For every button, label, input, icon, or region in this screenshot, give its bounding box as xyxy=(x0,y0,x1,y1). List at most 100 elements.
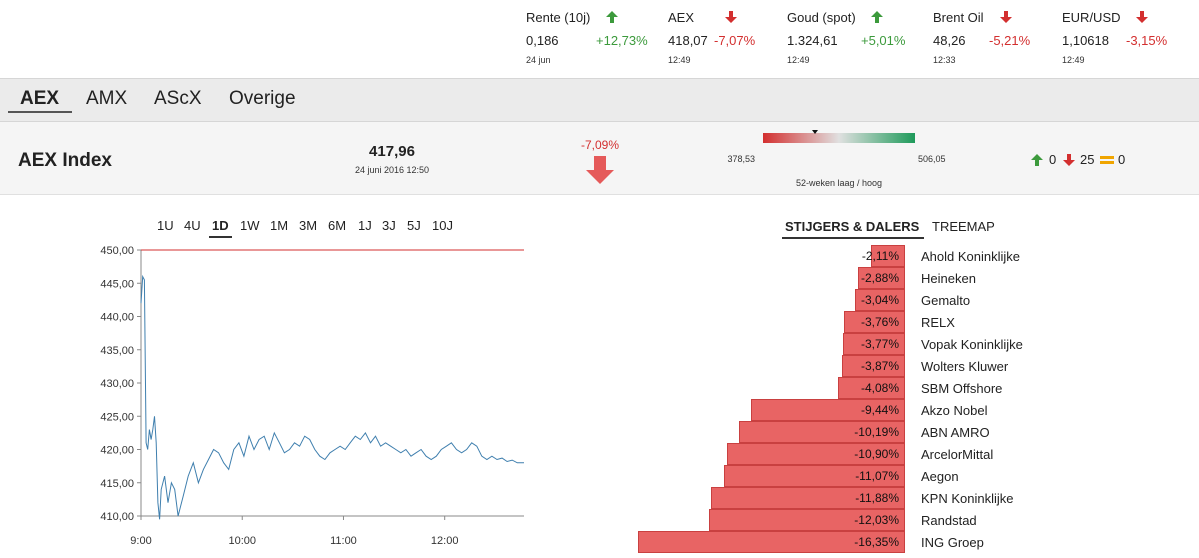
x-tick-label: 11:00 xyxy=(330,535,357,547)
mover-bar xyxy=(638,531,905,553)
ticker-value: 48,26 xyxy=(933,33,966,48)
range-high: 506,05 xyxy=(918,154,946,164)
tab-ascx[interactable]: AScX xyxy=(154,88,202,109)
up-arrow-icon xyxy=(871,11,883,23)
mover-pct: -16,35% xyxy=(854,535,899,549)
unchanged-count: 0 xyxy=(1118,152,1126,167)
ticker-time: 12:49 xyxy=(668,55,691,65)
index-tabs: AEX AMX AScX Overige xyxy=(0,78,1199,122)
y-tick-label: 425,00 xyxy=(100,411,134,423)
ticker-name: EUR/USD xyxy=(1062,10,1121,25)
y-tick-label: 420,00 xyxy=(100,445,134,457)
mover-bar xyxy=(750,399,905,421)
ticker-value: 418,07 xyxy=(668,33,708,48)
up-count: 0 xyxy=(1049,152,1057,167)
ticker-change: +5,01% xyxy=(861,33,906,48)
mover-name[interactable]: ABN AMRO xyxy=(921,425,990,440)
mover-name[interactable]: Akzo Nobel xyxy=(921,403,988,418)
ticker-value: 1,10618 xyxy=(1062,33,1109,48)
range-label: 52-weken laag / hoog xyxy=(795,178,883,188)
down-arrow-icon xyxy=(1000,11,1012,23)
x-tick-label: 10:00 xyxy=(228,535,256,547)
index-value: 417,96 xyxy=(369,143,415,160)
ticker-name: Brent Oil xyxy=(933,10,984,25)
mover-pct: -2,11% xyxy=(861,249,899,263)
ticker-change: -5,21% xyxy=(989,33,1031,48)
mover-bar xyxy=(727,443,905,465)
ticker-name: Goud (spot) xyxy=(787,10,856,25)
mover-name[interactable]: ArcelorMittal xyxy=(921,447,994,462)
mover-name[interactable]: KPN Koninklijke xyxy=(921,491,1014,506)
mover-name[interactable]: SBM Offshore xyxy=(921,381,1003,396)
mover-name[interactable]: RELX xyxy=(921,315,955,330)
period-1w[interactable]: 1W xyxy=(240,218,260,233)
period-3m[interactable]: 3M xyxy=(299,218,318,233)
mover-pct: -3,77% xyxy=(860,337,899,351)
unchanged-icon xyxy=(1100,156,1114,164)
active-period-indicator xyxy=(209,236,232,238)
ticker-value: 0,186 xyxy=(526,33,559,48)
mover-bar xyxy=(708,509,905,531)
mover-bar xyxy=(841,355,905,377)
mover-pct: -11,07% xyxy=(855,469,899,483)
period-1u[interactable]: 1U xyxy=(157,218,174,233)
down-arrow-icon xyxy=(1136,11,1148,23)
mover-bar xyxy=(843,333,905,355)
down-count: 25 xyxy=(1080,152,1095,167)
mover-name[interactable]: Vopak Koninklijke xyxy=(921,337,1023,352)
down-arrow-icon xyxy=(725,11,737,23)
down-arrow-icon xyxy=(586,156,614,184)
index-summary: AEX Index 417,96 24 juni 2016 12:50 -7,0… xyxy=(0,122,1199,195)
52-week-range-bar xyxy=(763,133,915,143)
series-line xyxy=(140,274,524,520)
mover-pct: -11,88% xyxy=(855,491,899,505)
mover-pct: -4,08% xyxy=(860,381,899,395)
period-10j[interactable]: 10J xyxy=(432,218,453,233)
period-1j[interactable]: 1J xyxy=(358,218,372,233)
market-ticker: Rente (10j) 0,186 +12,73% 24 jun AEX 418… xyxy=(0,0,1199,78)
ticker-time: 12:49 xyxy=(1062,55,1085,65)
tab-stijgers-dalers[interactable]: STIJGERS & DALERS xyxy=(785,219,920,234)
index-date: 24 juni 2016 12:50 xyxy=(354,165,430,175)
y-tick-label: 445,00 xyxy=(100,278,134,290)
tab-treemap[interactable]: TREEMAP xyxy=(932,219,995,234)
mover-bar xyxy=(843,311,905,333)
mover-name[interactable]: Aegon xyxy=(921,469,959,484)
period-6m[interactable]: 6M xyxy=(328,218,347,233)
mover-name[interactable]: Gemalto xyxy=(921,293,971,308)
mover-pct: -3,04% xyxy=(860,293,899,307)
period-5j[interactable]: 5J xyxy=(407,218,421,233)
ticker-time: 12:49 xyxy=(787,55,810,65)
ticker-change: -7,07% xyxy=(714,33,756,48)
period-1m[interactable]: 1M xyxy=(270,218,289,233)
mover-name[interactable]: Ahold Koninklijke xyxy=(921,249,1021,264)
mover-bar xyxy=(870,245,905,267)
mover-pct: -2,88% xyxy=(860,271,899,285)
mover-pct: -9,44% xyxy=(860,403,899,417)
x-tick-label: 9:00 xyxy=(130,535,151,547)
mover-bar xyxy=(857,267,905,289)
y-tick-label: 450,00 xyxy=(100,245,134,257)
tab-overige[interactable]: Overige xyxy=(229,88,296,109)
tab-amx[interactable]: AMX xyxy=(86,88,128,109)
y-tick-label: 440,00 xyxy=(100,312,134,324)
mover-pct: -10,19% xyxy=(854,425,899,439)
mover-name[interactable]: Heineken xyxy=(921,271,976,286)
down-arrow-icon xyxy=(1063,154,1075,166)
index-title: AEX Index xyxy=(18,150,112,171)
mover-bar xyxy=(710,487,905,509)
mover-name[interactable]: Wolters Kluwer xyxy=(921,359,1009,374)
period-1d[interactable]: 1D xyxy=(212,218,229,233)
period-4u[interactable]: 4U xyxy=(184,218,201,233)
period-3j[interactable]: 3J xyxy=(382,218,396,233)
x-tick-label: 12:00 xyxy=(431,535,459,547)
up-arrow-icon xyxy=(1031,154,1043,166)
mover-pct: -10,90% xyxy=(854,447,899,461)
mover-pct: -3,76% xyxy=(860,315,899,329)
ticker-value: 1.324,61 xyxy=(787,33,838,48)
tab-aex[interactable]: AEX xyxy=(20,88,60,109)
chart-svg: 450,00 445,00 440,00 435,00 430,00 425,00 420,… xyxy=(100,245,524,547)
y-tick-label: 430,00 xyxy=(100,378,134,390)
mover-name[interactable]: ING Groep xyxy=(921,535,984,550)
mover-name[interactable]: Randstad xyxy=(921,513,977,528)
